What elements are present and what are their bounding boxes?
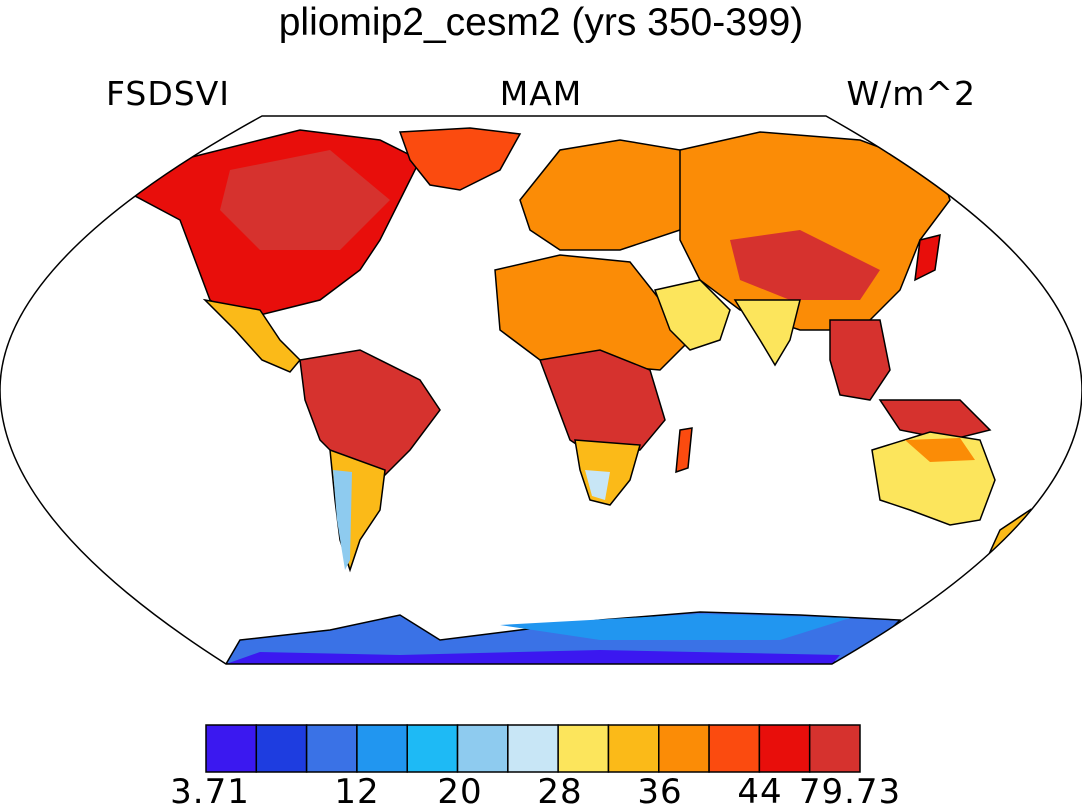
colorbar-swatch: [758, 724, 811, 773]
colorbar-swatch: [305, 724, 358, 773]
region-north-america-inner: [220, 150, 390, 250]
region-north-africa: [494, 254, 691, 371]
region-southern-africa-inner: [585, 470, 610, 500]
season-label: MAM: [499, 74, 583, 113]
colorbar-swatch: [557, 724, 610, 773]
region-madagascar: [675, 427, 693, 474]
colorbar-tick-label: 3.71: [170, 772, 250, 812]
colorbar-swatch: [205, 724, 258, 773]
region-southeast-asia: [829, 319, 891, 401]
region-india: [733, 299, 801, 367]
units-label: W/m^2: [846, 74, 976, 113]
colorbar-swatch: [658, 724, 710, 773]
region-central-africa: [538, 349, 666, 461]
region-middle-east: [653, 279, 731, 351]
map-outline: [0, 115, 1082, 665]
colorbar-tick-label: 36: [637, 772, 683, 812]
region-indonesia: [878, 399, 992, 441]
region-central-america: [202, 298, 302, 373]
region-antarctica-interior: [500, 614, 850, 640]
region-central-asia: [730, 230, 880, 300]
plot-title: pliomip2_cesm2 (yrs 350-399): [278, 1, 804, 44]
colorbar-swatch: [406, 724, 459, 773]
variable-label: FSDSVI: [106, 74, 231, 113]
region-greenland: [398, 127, 522, 191]
colorbar-swatch: [255, 724, 308, 773]
colorbar-swatch: [507, 724, 559, 773]
colorbar-tick-label: 20: [437, 772, 483, 812]
region-australia-north: [905, 438, 975, 462]
colorbar-swatch: [808, 724, 861, 773]
colorbar-swatch: [607, 724, 660, 773]
colorbar-tick-label: 44: [737, 772, 783, 812]
colorbar-swatch: [456, 724, 509, 773]
region-japan: [914, 234, 941, 282]
colorbar-swatch: [708, 724, 761, 773]
colorbar-tick-label: 28: [537, 772, 583, 812]
region-south-america-north: [299, 349, 441, 481]
region-antarctica-coast: [226, 650, 840, 664]
colorbar-tick-label: 79.73: [798, 772, 902, 812]
region-patagonia: [333, 470, 352, 570]
colorbar-tick-label: 12: [334, 772, 380, 812]
colorbar-swatch: [356, 724, 408, 773]
